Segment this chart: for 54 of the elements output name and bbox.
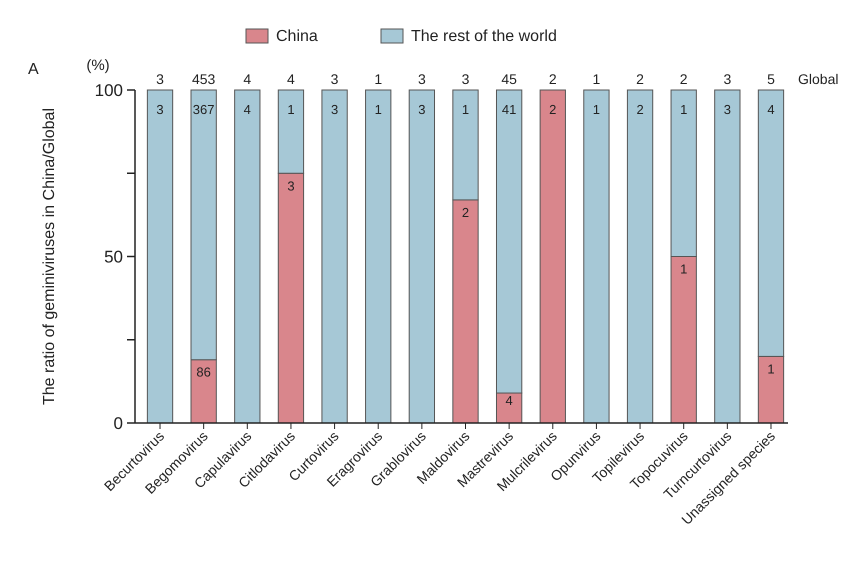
bar [234,90,260,424]
text: 2 [636,71,644,87]
annotation: 1 [287,102,295,117]
legend-label: The rest of the world [411,28,557,45]
y-axis-title: The ratio of geminiviruses in China/Global [41,108,58,406]
annotation: 4 [244,102,251,117]
text: 4 [243,71,252,87]
annotation: 1 [592,102,600,117]
annotation: 3 [287,178,295,194]
annotation: 3 [418,102,426,117]
annotation: 4 [767,102,775,117]
annotation: 1 [680,102,688,117]
annotation: 1 [767,361,775,376]
annotation: 4 [506,393,513,408]
text: 3 [462,71,470,87]
bar [626,90,654,424]
bar [146,90,174,424]
text: 4 [287,71,296,87]
text: 2 [548,71,557,87]
y-tick-label: 50 [104,247,123,266]
text: A [28,61,39,78]
text: 1 [374,71,382,87]
annotation: 367 [192,102,215,117]
bar [365,90,392,424]
bar [540,90,566,424]
text: 2 [680,71,688,87]
legend-label: China [276,28,318,45]
annotation: 1 [462,102,470,117]
annotation: 41 [502,102,516,117]
annotation: 3 [330,102,338,117]
y-tick-label: 100 [94,80,123,100]
bar [321,90,348,424]
annotation: 2 [636,102,644,117]
bar [714,90,740,424]
text: 3 [156,71,164,87]
annotation: 2 [549,102,556,117]
annotation: 2 [462,204,470,220]
text: 453 [192,71,216,87]
annotation: 1 [680,262,688,276]
text: 3 [330,71,339,87]
bar [583,90,610,424]
text: (%) [86,57,110,74]
y-tick-label: 0 [114,414,123,433]
text: 1 [592,71,601,87]
text: Global [798,71,838,87]
annotation: 3 [724,102,731,117]
text: 3 [418,71,426,87]
bar [408,90,436,424]
text: 5 [767,71,776,87]
annotation: 3 [156,102,164,117]
annotation: 86 [196,364,211,380]
annotation: 1 [374,102,382,117]
text: 45 [501,71,518,87]
text: 3 [723,71,732,87]
